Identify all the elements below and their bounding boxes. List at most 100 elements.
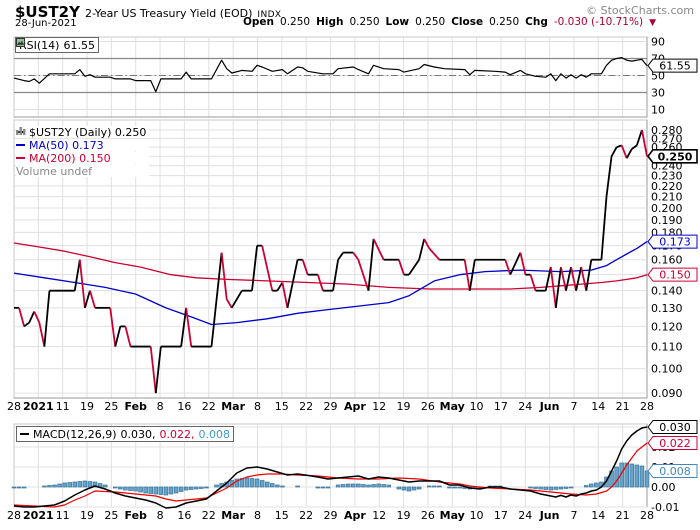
main-legend: $UST2Y (Daily) 0.250 MA(50) 0.173 MA(200…: [16, 126, 150, 178]
svg-text:8: 8: [254, 400, 261, 413]
chart-date: 28-Jun-2021: [15, 18, 77, 29]
svg-text:0.150: 0.150: [659, 269, 691, 282]
svg-text:Feb: Feb: [125, 400, 148, 413]
chg-label: Chg: [525, 16, 548, 28]
svg-text:0.173: 0.173: [659, 236, 691, 249]
svg-text:25: 25: [104, 400, 118, 413]
macd-hist-value: 0.008: [198, 427, 231, 441]
x-axis-labels: 282820212021111119192525FebFeb8816162222…: [7, 400, 654, 522]
svg-text:28: 28: [640, 400, 654, 413]
chart-header: $UST2Y 2-Year US Treasury Yield (EOD) IN…: [15, 3, 282, 21]
legend-ma200-label: MA(200) 0.150: [29, 151, 111, 165]
svg-text:21: 21: [616, 400, 630, 413]
macd-line-swatch: [20, 433, 29, 435]
svg-text:24: 24: [518, 400, 532, 413]
svg-text:17: 17: [494, 509, 508, 522]
svg-text:22: 22: [299, 400, 313, 413]
ma50-line-swatch: [16, 144, 25, 146]
macd-value: 0.030,: [120, 427, 156, 441]
svg-text:28: 28: [7, 509, 21, 522]
legend-price-row: $UST2Y (Daily) 0.250: [16, 126, 150, 139]
svg-text:0.030: 0.030: [659, 421, 691, 434]
svg-text:28: 28: [640, 509, 654, 522]
svg-text:17: 17: [494, 400, 508, 413]
svg-text:24: 24: [518, 509, 532, 522]
svg-text:11: 11: [56, 509, 70, 522]
symbol: $UST2Y: [15, 3, 80, 21]
rsi-panel: 907050301061.55: [13, 36, 698, 118]
chg-down-arrow-icon: ▼: [649, 18, 656, 28]
svg-text:28: 28: [7, 400, 21, 413]
svg-text:0.100: 0.100: [651, 363, 683, 376]
svg-text:0.220: 0.220: [651, 180, 683, 193]
svg-text:Jun: Jun: [539, 400, 560, 413]
svg-text:May: May: [440, 400, 465, 413]
svg-text:2021: 2021: [23, 509, 54, 522]
svg-text:0.250: 0.250: [658, 150, 693, 163]
svg-text:16: 16: [177, 400, 191, 413]
svg-text:Mar: Mar: [221, 400, 245, 413]
legend-volume-row: Volume undef: [16, 127, 150, 178]
svg-text:12: 12: [372, 509, 386, 522]
svg-text:10: 10: [470, 400, 484, 413]
svg-text:0.210: 0.210: [651, 191, 683, 204]
svg-text:29: 29: [324, 509, 338, 522]
macd-signal-value: 0.022,: [159, 427, 195, 441]
svg-text:50: 50: [651, 70, 665, 83]
svg-text:11: 11: [56, 400, 70, 413]
low-value: 0.250: [415, 16, 446, 28]
svg-text:26: 26: [421, 509, 435, 522]
close-value: 0.250: [489, 16, 520, 28]
svg-text:0.00: 0.00: [651, 481, 676, 494]
low-label: Low: [385, 16, 410, 28]
legend-ma50-label: MA(50) 0.173: [29, 138, 104, 152]
legend-volume-label: Volume undef: [16, 164, 92, 178]
svg-text:22: 22: [202, 400, 216, 413]
exchange-label: INDX: [257, 10, 282, 20]
svg-text:19: 19: [80, 509, 94, 522]
macd-legend: MACD(12,26,9) 0.030, 0.022, 0.008: [16, 426, 235, 442]
svg-text:21: 21: [616, 509, 630, 522]
svg-text:0.280: 0.280: [651, 124, 683, 137]
svg-text:19: 19: [397, 400, 411, 413]
svg-text:8: 8: [254, 509, 261, 522]
quote-row: Open 0.250 High 0.250 Low 0.250 Close 0.…: [243, 16, 656, 28]
svg-text:10: 10: [470, 509, 484, 522]
svg-text:0.090: 0.090: [651, 387, 683, 400]
svg-text:Jun: Jun: [539, 509, 560, 522]
svg-text:22: 22: [202, 509, 216, 522]
svg-text:2021: 2021: [23, 400, 54, 413]
high-value: 0.250: [349, 16, 380, 28]
svg-text:May: May: [440, 509, 465, 522]
svg-text:0.270: 0.270: [651, 132, 683, 145]
svg-text:25: 25: [104, 509, 118, 522]
svg-text:22: 22: [299, 509, 313, 522]
svg-text:0.190: 0.190: [651, 214, 683, 227]
price-line: [14, 129, 648, 394]
svg-text:0.022: 0.022: [659, 437, 691, 450]
close-label: Close: [451, 16, 484, 28]
svg-text:12: 12: [372, 400, 386, 413]
svg-text:Mar: Mar: [221, 509, 245, 522]
svg-text:0.140: 0.140: [651, 285, 683, 298]
svg-text:8: 8: [157, 509, 164, 522]
high-label: High: [316, 16, 344, 28]
rsi-indicator-icon: [16, 38, 25, 47]
svg-text:8: 8: [157, 400, 164, 413]
svg-text:90: 90: [651, 36, 665, 49]
rsi-legend: RSI(14) 61.55: [15, 37, 99, 53]
svg-text:0.160: 0.160: [651, 254, 683, 267]
svg-text:14: 14: [591, 509, 605, 522]
svg-text:7: 7: [570, 400, 577, 413]
rsi-legend-value: 61.55: [63, 38, 95, 52]
svg-text:Apr: Apr: [344, 509, 366, 522]
svg-text:Feb: Feb: [125, 509, 148, 522]
svg-text:10: 10: [651, 104, 665, 117]
macd-legend-label: MACD(12,26,9): [33, 427, 117, 441]
svg-text:0.008: 0.008: [659, 465, 691, 478]
svg-text:30: 30: [651, 87, 665, 100]
svg-text:0.120: 0.120: [651, 320, 683, 333]
